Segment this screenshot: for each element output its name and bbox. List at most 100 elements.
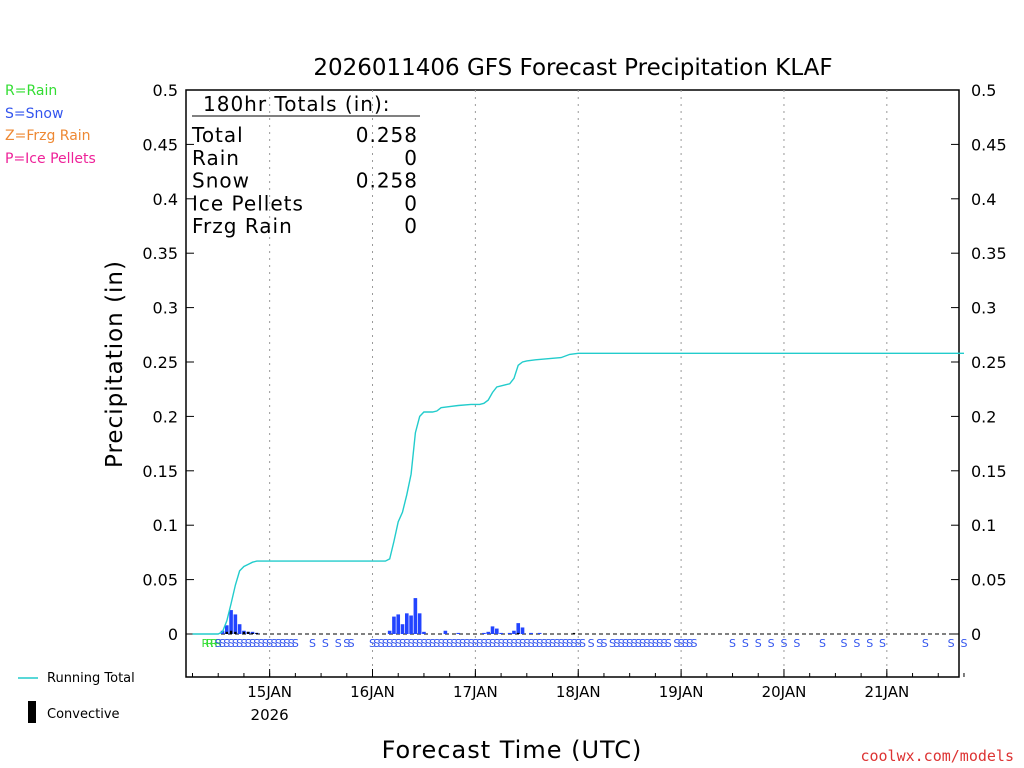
snow-bar: [516, 623, 521, 634]
y-tick-label-left: 0: [168, 625, 178, 644]
snow-marker: S: [480, 637, 487, 650]
totals-header: 180hr Totals (in):: [203, 92, 391, 116]
x-tick-label: 20JAN: [762, 683, 807, 701]
key-rain: R=Rain: [5, 83, 57, 99]
key-frzg-rain: Z=Frzg Rain: [5, 128, 91, 144]
snow-marker: S: [429, 637, 436, 650]
snow-marker: S: [600, 637, 607, 650]
convective-bar: [255, 632, 258, 634]
y-tick-label-left: 0.5: [153, 81, 178, 100]
snow-marker: S: [223, 637, 230, 650]
snow-marker: S: [228, 637, 235, 650]
y-tick-label-left: 0.1: [153, 516, 178, 535]
snow-marker: S: [742, 637, 749, 650]
snow-marker: S: [523, 637, 530, 650]
snow-marker: S: [395, 637, 402, 650]
snow-marker: S: [386, 637, 393, 650]
snow-marker: S: [819, 637, 826, 650]
convective-bar: [517, 632, 520, 634]
snow-marker: S: [322, 637, 329, 650]
snow-bar: [490, 626, 495, 634]
snow-marker: S: [596, 637, 603, 650]
snow-marker: S: [729, 637, 736, 650]
snow-marker: S: [635, 637, 642, 650]
snow-bar: [405, 613, 409, 634]
snow-bars: [220, 598, 542, 634]
x-tick-label: 18JAN: [556, 683, 601, 701]
snow-marker: S: [686, 637, 693, 650]
snow-marker: S: [382, 637, 389, 650]
snow-bar: [413, 598, 418, 634]
snow-bar: [537, 632, 542, 634]
convective-legend-label: Convective: [47, 707, 120, 722]
snow-marker: S: [570, 637, 577, 650]
snow-marker: S: [566, 637, 573, 650]
snow-marker: S: [468, 637, 475, 650]
snow-marker: S: [442, 637, 449, 650]
snow-marker: S: [378, 637, 385, 650]
snow-marker: S: [630, 637, 637, 650]
snow-bar: [409, 615, 413, 634]
snow-marker: S: [463, 637, 470, 650]
totals-box: 180hr Totals (in): Total 0.258 Rain 0 Snow 0.…: [191, 92, 420, 238]
snow-marker: S: [219, 637, 226, 650]
convective-bars: [225, 630, 576, 634]
snow-marker: S: [618, 637, 625, 650]
snow-marker: S: [232, 637, 239, 650]
snow-marker: S: [690, 637, 697, 650]
snow-bar: [486, 631, 491, 634]
snow-marker: S: [455, 637, 462, 650]
snow-bar: [392, 616, 396, 634]
snow-marker: S: [489, 637, 496, 650]
snow-marker: S: [446, 637, 453, 650]
snow-bar: [512, 630, 516, 634]
snow-bar: [387, 630, 392, 634]
snow-bar: [233, 614, 238, 634]
snow-marker: S: [502, 637, 509, 650]
credit-text: coolwx.com/models: [860, 747, 1014, 765]
snow-marker: S: [348, 637, 355, 650]
rain-marker: R: [202, 637, 210, 650]
snow-marker: S: [506, 637, 513, 650]
snow-marker: S: [433, 637, 440, 650]
snow-marker: S: [343, 637, 350, 650]
y-axis-label: Precipitation (in): [102, 260, 128, 468]
snow-bar: [495, 628, 499, 634]
snow-marker: S: [768, 637, 775, 650]
totals-row-label: Snow: [192, 169, 250, 193]
totals-row-label: Total: [191, 123, 244, 147]
snow-marker: S: [660, 637, 667, 650]
precip-type-key: R=Rain S=Snow Z=Frzg Rain P=Ice Pellets: [5, 83, 96, 167]
snow-marker: S: [288, 637, 295, 650]
snow-marker: S: [420, 637, 427, 650]
snow-marker: S: [510, 637, 517, 650]
convective-bar: [234, 631, 237, 634]
snow-marker: S: [266, 637, 273, 650]
snow-marker: S: [515, 637, 522, 650]
y-tick-label-left: 0.3: [153, 299, 178, 318]
snow-marker: S: [493, 637, 500, 650]
snow-marker: S: [840, 637, 847, 650]
y-axis-right: 0 0.05 0.1 0.15 0.2 0.25 0.3 0.35 0.4 0.45 0.5: [951, 81, 1007, 644]
x-axis-label: Forecast Time (UTC): [382, 736, 643, 764]
snow-marker: S: [549, 637, 556, 650]
y-tick-label-right: 0.35: [971, 244, 1007, 263]
snow-marker: S: [472, 637, 479, 650]
snow-marker: S: [528, 637, 535, 650]
y-tick-label-right: 0.25: [971, 353, 1007, 372]
x-tick-label: 19JAN: [659, 683, 704, 701]
snow-bar: [229, 610, 233, 634]
snow-marker: S: [948, 637, 955, 650]
chart-title: 2026011406 GFS Forecast Precipitation KL…: [313, 55, 832, 81]
snow-bar: [456, 632, 461, 634]
y-tick-label-left: 0.2: [153, 407, 178, 426]
totals-row-value: 0: [404, 191, 418, 215]
snow-bar: [443, 630, 448, 634]
snow-marker: S: [270, 637, 277, 650]
y-tick-label-left: 0.05: [142, 571, 178, 590]
snow-marker: S: [626, 637, 633, 650]
rain-marker: R: [206, 637, 214, 650]
totals-row-label: Rain: [192, 146, 240, 170]
